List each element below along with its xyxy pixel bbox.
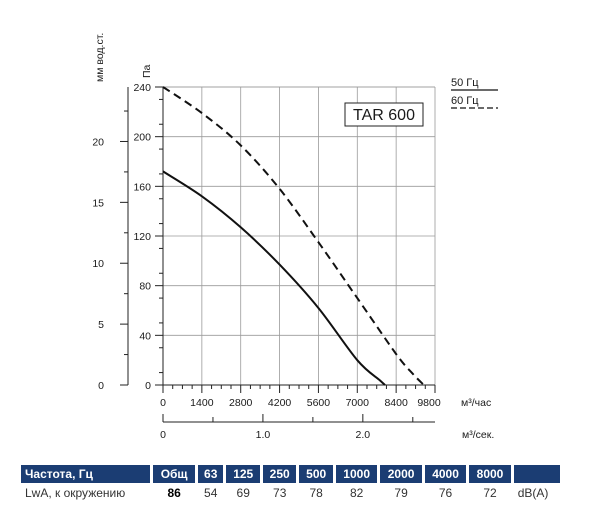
chart-grid xyxy=(163,86,436,385)
pa-tick-label: 80 xyxy=(139,281,151,293)
pa-tick-label: 240 xyxy=(133,82,151,94)
flow-sec-tick-label: 2.0 xyxy=(356,429,371,441)
frequency-column-header: 1000 xyxy=(335,465,378,483)
flow-tick-label: 9800 xyxy=(417,397,441,409)
mm-axis-title: мм вод.ст. xyxy=(94,33,106,82)
frequency-column-header: 2000 xyxy=(380,465,422,483)
curve-50hz xyxy=(162,170,386,386)
mm-tick-label: 0 xyxy=(98,380,104,392)
legend-60hz-label: 60 Гц xyxy=(451,95,479,107)
flow-sec-axis-unit: м³/сек. xyxy=(462,429,494,441)
noise-value: 79 xyxy=(394,486,408,500)
frequency-column-header: 500 xyxy=(299,465,333,483)
flow-sec-tick-label: 1.0 xyxy=(256,429,271,441)
pa-tick-label: 160 xyxy=(133,181,151,193)
noise-value: 76 xyxy=(438,486,453,500)
frequency-column-header: 125 xyxy=(226,465,260,483)
flow-tick-label: 4200 xyxy=(268,397,292,409)
model-label: TAR 600 xyxy=(353,107,415,124)
noise-unit: dB(A) xyxy=(517,486,549,500)
frequency-column-header: 4000 xyxy=(424,465,467,483)
curve-60hz xyxy=(162,86,425,386)
pa-axis-title: Па xyxy=(141,64,153,78)
noise-table-row: LwA, к окружению 86 54 69 73 78 82 79 76 72 dB(A) xyxy=(21,483,560,503)
pa-tick-label: 40 xyxy=(139,330,151,342)
frequency-column-header: 8000 xyxy=(469,465,511,483)
noise-value: 54 xyxy=(204,486,218,500)
noise-value: 82 xyxy=(349,486,364,500)
noise-value: 73 xyxy=(273,486,287,500)
chart-axes xyxy=(120,86,436,423)
frequency-column-header: Общ xyxy=(153,465,195,483)
mm-tick-label: 10 xyxy=(92,258,104,270)
noise-table-header-row: Частота, Гц Общ 63 125 250 500 1000 2000 4000 80… xyxy=(21,465,560,483)
noise-table: Частота, Гц Общ 63 125 250 500 1000 2000 4000 80… xyxy=(18,465,563,503)
flow-tick-label: 8400 xyxy=(384,397,408,409)
flow-sec-tick-label: 0 xyxy=(160,429,166,441)
mm-tick-label: 5 xyxy=(98,319,104,331)
legend-50hz-label: 50 Гц xyxy=(451,77,479,89)
frequency-column-header: 250 xyxy=(262,465,297,483)
flow-tick-label: 5600 xyxy=(307,397,331,409)
pa-tick-label: 120 xyxy=(133,231,151,243)
noise-value: 69 xyxy=(236,486,250,500)
mm-tick-label: 20 xyxy=(92,136,104,148)
pa-tick-label: 0 xyxy=(145,380,151,392)
flow-tick-label: 1400 xyxy=(190,397,214,409)
flow-tick-label: 7000 xyxy=(346,397,370,409)
pa-tick-label: 200 xyxy=(133,132,151,144)
mm-tick-label: 15 xyxy=(92,197,104,209)
noise-value: 78 xyxy=(309,486,323,500)
frequency-header: Частота, Гц xyxy=(21,465,151,483)
total-noise-value: 86 xyxy=(167,486,181,500)
lwa-row-label: LwA, к окружению xyxy=(25,486,126,500)
unit-column-header xyxy=(513,465,560,483)
noise-value: 72 xyxy=(483,486,497,500)
flow-axis-unit: м³/час xyxy=(461,397,491,409)
frequency-column-header: 63 xyxy=(197,465,224,483)
chart-marks xyxy=(162,86,498,386)
flow-tick-label: 2800 xyxy=(229,397,253,409)
flow-tick-label: 0 xyxy=(160,397,166,409)
model-label-box xyxy=(344,102,424,127)
